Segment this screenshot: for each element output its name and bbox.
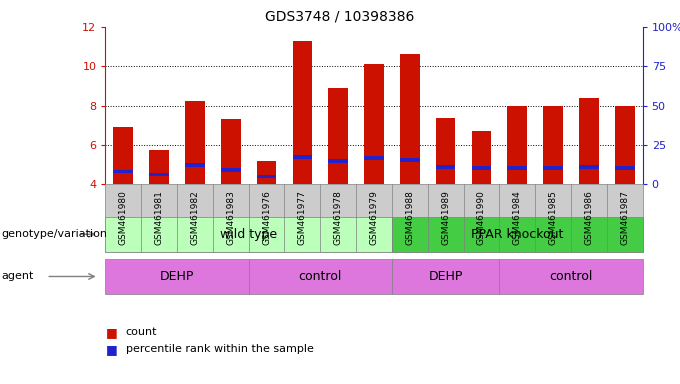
Text: GSM461990: GSM461990 [477,190,486,245]
Text: ■: ■ [105,343,117,356]
Bar [185,163,205,167]
Text: GSM461987: GSM461987 [620,190,629,245]
Text: count: count [126,327,157,337]
Text: GSM461985: GSM461985 [549,190,558,245]
Text: GSM461977: GSM461977 [298,190,307,245]
Text: GSM461980: GSM461980 [119,190,128,245]
Text: GDS3748 / 10398386: GDS3748 / 10398386 [265,10,415,23]
Bar [114,170,133,174]
Bar [615,166,634,170]
Bar [150,173,169,177]
Text: GSM461978: GSM461978 [334,190,343,245]
Bar [579,98,598,184]
Bar [257,161,276,184]
Text: GSM461986: GSM461986 [584,190,594,245]
Text: PPAR knockout: PPAR knockout [471,228,564,241]
Bar [436,165,456,169]
Text: GSM461989: GSM461989 [441,190,450,245]
Text: GSM461979: GSM461979 [369,190,379,245]
Text: control: control [549,270,593,283]
Text: DEHP: DEHP [428,270,463,283]
Bar [221,168,241,172]
Text: wild type: wild type [220,228,277,241]
Bar [543,166,563,170]
Text: ■: ■ [105,326,117,339]
Bar [114,127,133,184]
Bar [400,55,420,184]
Bar [292,41,312,184]
Bar [292,155,312,159]
Bar [257,175,276,179]
Text: agent: agent [1,271,34,281]
Text: genotype/variation: genotype/variation [1,229,107,239]
Bar [472,166,491,170]
Bar [328,88,348,184]
Text: percentile rank within the sample: percentile rank within the sample [126,344,313,354]
Bar [400,158,420,162]
Text: GSM461984: GSM461984 [513,190,522,245]
Text: GSM461983: GSM461983 [226,190,235,245]
Text: GSM461982: GSM461982 [190,190,199,245]
Bar [364,64,384,184]
Bar [436,118,456,184]
Bar [579,165,598,169]
Bar [221,119,241,184]
Text: control: control [299,270,342,283]
Text: GSM461988: GSM461988 [405,190,414,245]
Text: GSM461981: GSM461981 [154,190,164,245]
Bar [543,106,563,184]
Bar [150,150,169,184]
Bar [615,106,634,184]
Text: DEHP: DEHP [160,270,194,283]
Bar [507,166,527,170]
Bar [328,159,348,163]
Bar [472,131,491,184]
Text: GSM461976: GSM461976 [262,190,271,245]
Bar [364,156,384,160]
Bar [185,101,205,184]
Bar [507,106,527,184]
